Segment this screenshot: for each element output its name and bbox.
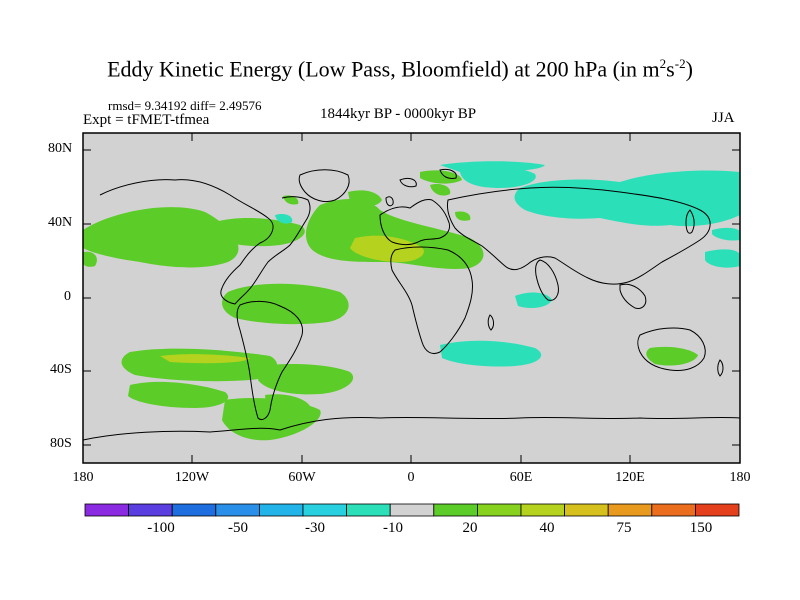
anomaly-region-north-pacific-edge: [712, 227, 740, 241]
anomaly-region-south-pacific-stripe: [160, 354, 250, 364]
colorbar-swatch-6: [346, 503, 391, 517]
colorbar-label-minus30: -30: [305, 520, 325, 536]
lon-label-180e: 180: [729, 470, 751, 485]
anomaly-region-north-pacific-east: [705, 249, 740, 268]
coast-africa: [390, 246, 473, 355]
anomaly-region-southern-indian: [440, 340, 542, 367]
lat-ticks: [83, 149, 740, 446]
anomaly-region-north-africa: [420, 170, 462, 184]
colorbar-swatch-5: [302, 503, 347, 517]
anomaly-region-arctic-europe-neg: [460, 167, 536, 188]
anomaly-region-tropical-east-pacific: [222, 283, 349, 325]
colorbar-label-40: 40: [539, 520, 555, 536]
coast-new-zealand: [717, 359, 724, 377]
colorbar-swatch-8: [433, 503, 478, 517]
colorbar: [84, 503, 740, 517]
coast-japan: [685, 209, 695, 234]
colorbar-swatch-11: [564, 503, 609, 517]
lat-label-40n: 40N: [48, 215, 73, 230]
lon-label-60e: 60E: [509, 470, 533, 485]
anomaly-region-north-atlantic-neg: [275, 213, 293, 224]
anomaly-region-arctic-canada: [283, 195, 299, 205]
anomaly-region-subtropical-atlantic: [350, 235, 424, 262]
anomaly-region-north-atlantic: [305, 198, 484, 269]
lat-label-80s: 80S: [50, 436, 72, 451]
coast-greenland: [298, 169, 350, 203]
stats-line: rmsd= 9.34192 diff= 2.49576: [108, 98, 262, 113]
colorbar-label-150: 150: [689, 520, 713, 536]
colorbar-swatch-0: [84, 503, 129, 517]
coast-uk: [385, 196, 394, 207]
anomaly-region-north-america-east: [215, 218, 305, 247]
coast-india: [535, 259, 559, 301]
colorbar-swatch-10: [520, 503, 565, 517]
coast-southeast-asia: [619, 283, 647, 309]
colorbar-swatch-7: [389, 503, 435, 517]
colorbar-swatch-13: [651, 503, 696, 517]
anomaly-region-west-pacific-equator: [83, 251, 97, 267]
colorbar-swatch-1: [128, 503, 173, 517]
lon-label-0: 0: [407, 470, 415, 485]
coast-asia: [447, 186, 711, 285]
colorbar-swatch-2: [171, 503, 217, 517]
coast-australia: [637, 327, 706, 371]
colorbar-label-minus100: -100: [147, 520, 175, 536]
period-label: 1844kyr BP - 0000kyr BP: [320, 106, 477, 122]
colorbar-swatch-3: [215, 503, 260, 517]
coastlines: [83, 169, 740, 441]
lon-label-60w: 60W: [288, 470, 316, 485]
coast-arctic-islands: [399, 169, 457, 188]
lat-label-80n: 80N: [48, 141, 73, 156]
anomaly-region-equatorial-indian: [515, 292, 552, 308]
anomaly-region-north-pacific: [83, 207, 239, 268]
colorbar-label-75: 75: [616, 520, 632, 536]
lat-label-0: 0: [64, 289, 71, 304]
anomaly-region-arctic-canada-neg: [440, 161, 545, 172]
colorbar-label-minus10: -10: [383, 520, 403, 536]
lon-ticks: [82, 133, 741, 463]
coast-north-america: [99, 179, 311, 305]
lat-label-40s: 40S: [50, 362, 72, 377]
coast-madagascar: [487, 314, 494, 331]
colorbar-label-minus50: -50: [228, 520, 248, 536]
anomaly-region-siberia: [514, 170, 740, 227]
anomaly-region-arctic-europe: [348, 190, 382, 207]
map-title: Eddy Kinetic Energy (Low Pass, Bloomfiel…: [107, 56, 693, 82]
coast-antarctica: [83, 416, 740, 441]
anomaly-region-southern-ocean-west: [128, 381, 229, 408]
colorbar-swatch-4: [258, 503, 304, 517]
anomaly-region-southern-ocean-patch: [265, 394, 310, 410]
lon-label-120w: 120W: [174, 470, 210, 485]
anomaly-region-barents: [430, 184, 451, 196]
colorbar-swatch-14: [695, 503, 740, 517]
anomaly-region-north-central-asia: [455, 211, 471, 221]
anomaly-fields: [83, 161, 740, 441]
season-label: JJA: [712, 110, 735, 126]
coast-south-america: [236, 300, 304, 421]
anomaly-region-south-africa: [646, 346, 698, 366]
colorbar-swatch-12: [607, 503, 653, 517]
experiment-label: Expt = tFMET-tfmea: [83, 112, 210, 128]
colorbar-swatch-9: [476, 503, 522, 517]
colorbar-label-20: 20: [462, 520, 478, 536]
lon-label-120e: 120E: [615, 470, 645, 485]
lon-label-180w: 180: [72, 470, 94, 485]
coast-europe: [379, 199, 451, 246]
